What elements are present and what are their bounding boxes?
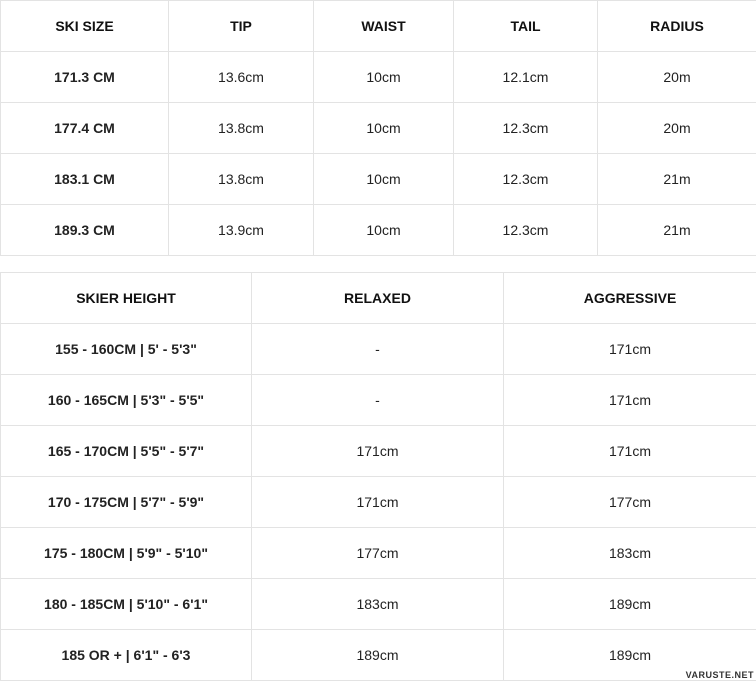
table-cell: 171cm: [252, 426, 504, 477]
table-cell: 13.8cm: [169, 154, 314, 205]
row-label: 185 OR + | 6'1" - 6'3: [1, 630, 252, 681]
table-cell: 177cm: [504, 477, 756, 528]
table-cell: 20m: [598, 52, 756, 103]
table-cell: 12.3cm: [454, 205, 598, 256]
table-cell: 177cm: [252, 528, 504, 579]
table-cell: -: [252, 324, 504, 375]
table-cell: 171cm: [504, 324, 756, 375]
table-cell: 13.8cm: [169, 103, 314, 154]
table-cell: 10cm: [314, 103, 454, 154]
table-cell: 13.6cm: [169, 52, 314, 103]
table-cell: 20m: [598, 103, 756, 154]
column-header: RADIUS: [598, 1, 756, 52]
column-header: SKIER HEIGHT: [1, 273, 252, 324]
row-label: 189.3 CM: [1, 205, 169, 256]
table-cell: 171cm: [252, 477, 504, 528]
table-cell: 10cm: [314, 205, 454, 256]
row-label: 165 - 170CM | 5'5" - 5'7": [1, 426, 252, 477]
row-label: 160 - 165CM | 5'3" - 5'5": [1, 375, 252, 426]
table-cell: 12.3cm: [454, 103, 598, 154]
row-label: 155 - 160CM | 5' - 5'3": [1, 324, 252, 375]
table-cell: 13.9cm: [169, 205, 314, 256]
table-cell: 12.1cm: [454, 52, 598, 103]
table-cell: 10cm: [314, 154, 454, 205]
table-cell: 189cm: [252, 630, 504, 681]
table-cell: 171cm: [504, 375, 756, 426]
table-cell: 189cm: [504, 579, 756, 630]
column-header: RELAXED: [252, 273, 504, 324]
table-row: 160 - 165CM | 5'3" - 5'5"-171cm: [1, 375, 756, 426]
row-label: 177.4 CM: [1, 103, 169, 154]
table-cell: 21m: [598, 205, 756, 256]
column-header: AGGRESSIVE: [504, 273, 756, 324]
column-header: WAIST: [314, 1, 454, 52]
row-label: 180 - 185CM | 5'10" - 6'1": [1, 579, 252, 630]
table-cell: 171cm: [504, 426, 756, 477]
table-cell: 10cm: [314, 52, 454, 103]
row-label: 170 - 175CM | 5'7" - 5'9": [1, 477, 252, 528]
table-cell: 21m: [598, 154, 756, 205]
table-cell: 12.3cm: [454, 154, 598, 205]
table-row: 155 - 160CM | 5' - 5'3"-171cm: [1, 324, 756, 375]
table-cell: 183cm: [252, 579, 504, 630]
watermark: VARUSTE.NET: [686, 670, 754, 680]
column-header: SKI SIZE: [1, 1, 169, 52]
row-label: 183.1 CM: [1, 154, 169, 205]
table-cell: -: [252, 375, 504, 426]
column-header: TIP: [169, 1, 314, 52]
row-label: 171.3 CM: [1, 52, 169, 103]
column-header: TAIL: [454, 1, 598, 52]
table-cell: 183cm: [504, 528, 756, 579]
row-label: 175 - 180CM | 5'9" - 5'10": [1, 528, 252, 579]
